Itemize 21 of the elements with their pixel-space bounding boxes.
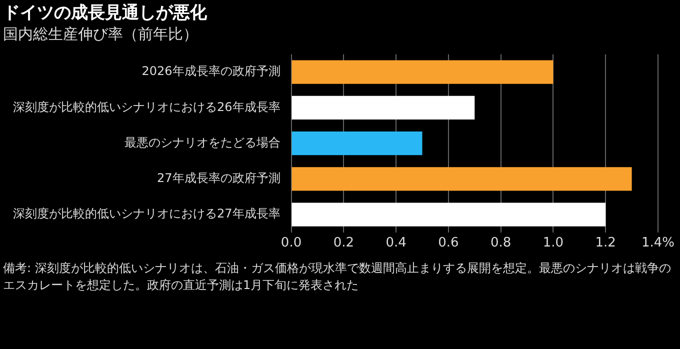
x-tick-label: 1.4% <box>641 236 675 251</box>
x-tick-label: 0.6 <box>438 236 459 251</box>
x-tick-label: 0.8 <box>490 236 512 251</box>
y-tick-label: 深刻度が比較的低いシナリオにおける27年成長率 <box>12 206 280 221</box>
x-tick-label: 0.0 <box>280 236 302 251</box>
y-tick-label: 最悪のシナリオをたどる場合 <box>124 135 280 150</box>
y-tick-label: 27年成長率の政府予測 <box>156 171 280 186</box>
x-tick-label: 1.0 <box>542 236 564 251</box>
x-tick-label: 1.2 <box>595 236 616 251</box>
text: 国内総生産伸び率（前年比） <box>3 24 199 44</box>
text: ドイツの成長見通しが悪化 <box>3 2 208 24</box>
x-tick-label: 0.4 <box>386 236 406 251</box>
y-tick-label: 深刻度が比較的低いシナリオにおける26年成長率 <box>12 100 280 114</box>
bar <box>292 167 632 191</box>
x-tick-label: 0.2 <box>333 236 354 251</box>
bar <box>292 60 554 84</box>
text: 備考: 深刻度が比較的低いシナリオは、石油・ガス価格が現水準で数週間高止まりする展開を想定。最悪のシナリオは戦争のエスカレートを想定した。政府の直近予測は1月下旬に発表された <box>3 260 672 294</box>
bar <box>292 96 475 120</box>
bar <box>292 131 422 156</box>
y-tick-label: 2026年成長率の政府予測 <box>142 64 280 78</box>
bar <box>292 202 606 226</box>
